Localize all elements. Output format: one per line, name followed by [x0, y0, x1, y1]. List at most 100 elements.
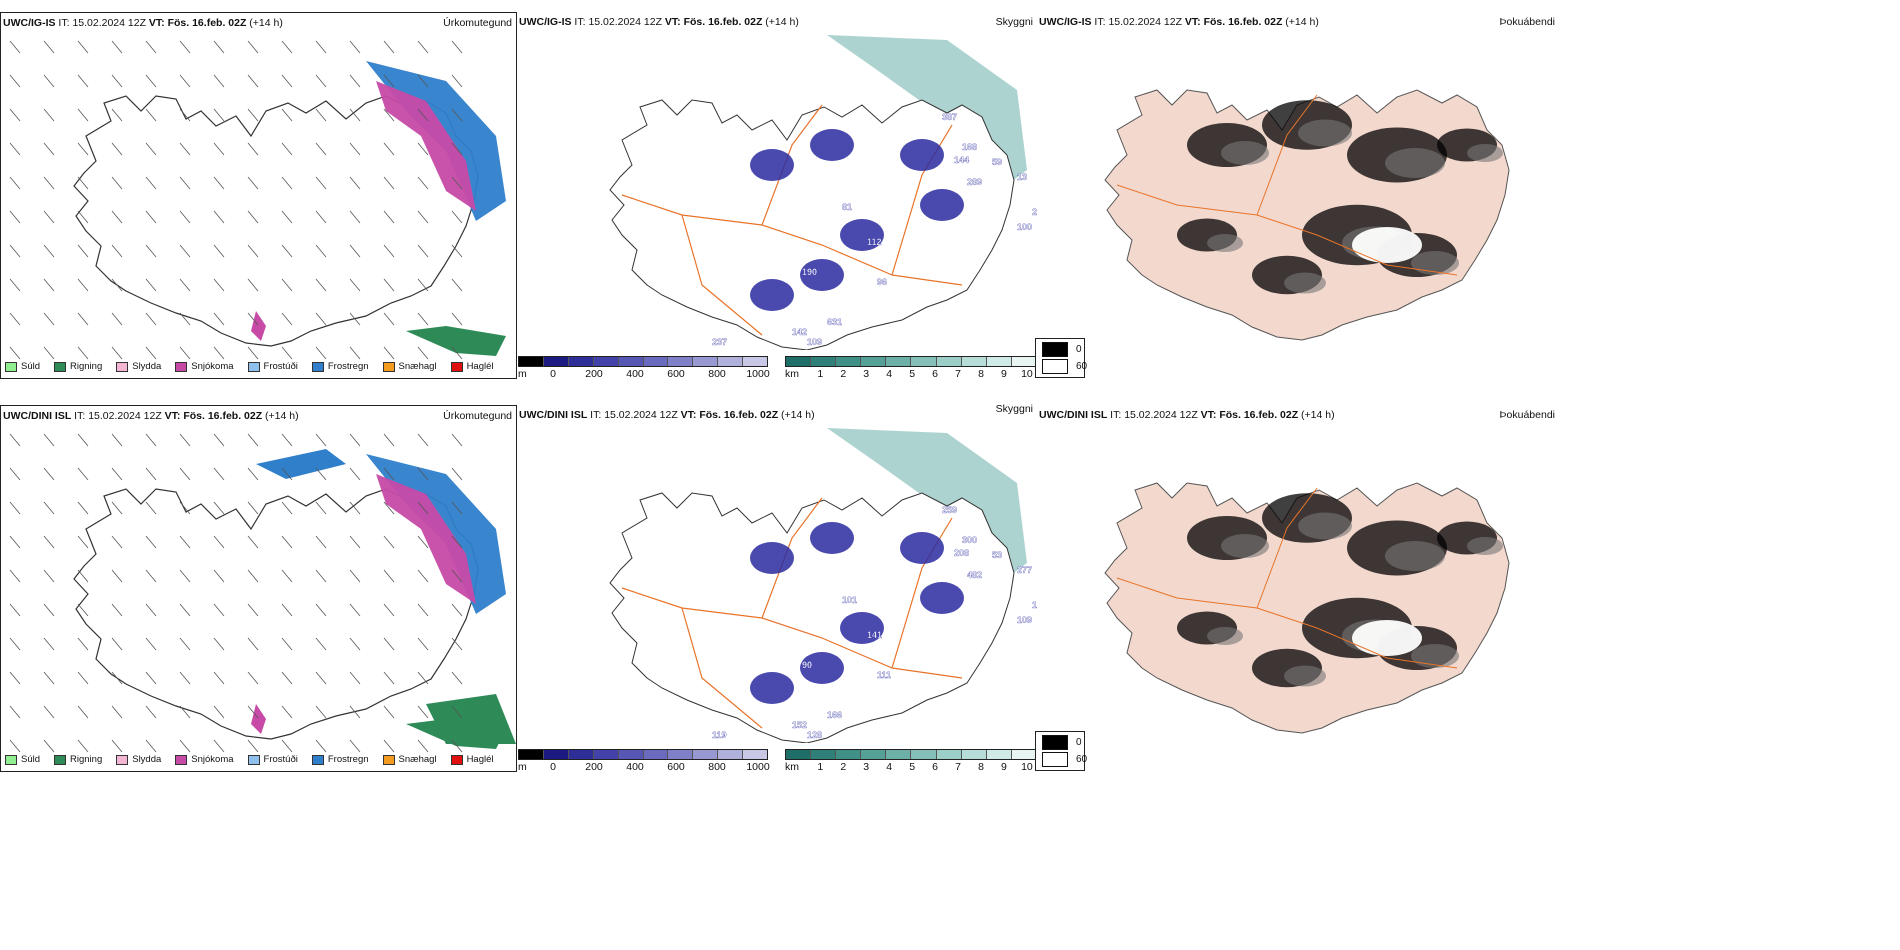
- legend-item: Frostúði: [247, 361, 298, 372]
- legend-label: Snjókoma: [191, 361, 234, 372]
- legend-label: Rigning: [70, 361, 103, 372]
- visibility-value-label: 112: [867, 237, 882, 247]
- visibility-value-label: 111: [877, 670, 891, 680]
- iceland-outline: [73, 95, 479, 347]
- legend-swatch: [175, 361, 188, 372]
- colorbar-tick: 1000: [746, 368, 770, 380]
- visibility-value-label: 59: [992, 157, 1002, 167]
- visibility-value-label: 128: [807, 730, 822, 740]
- colorbar-tick: 400: [626, 368, 644, 380]
- colorbar-tick: 200: [585, 761, 603, 773]
- cloud-map: 259 300 208 53 482 277 192 101 109 141 90 111 166 128…: [609, 428, 1037, 743]
- precip-legend: Súld Rigning Slydda Snjókoma Frostúði Frostre…: [5, 361, 494, 372]
- legend-item: Snæhagl: [382, 754, 437, 765]
- colorbar-tick: 10: [1021, 368, 1033, 380]
- legend-swatch: [116, 361, 129, 372]
- visibility-value-label: 53: [992, 550, 1002, 560]
- legend-swatch: [247, 361, 260, 372]
- legend-swatch: [54, 361, 67, 372]
- legend-swatch: [175, 754, 188, 765]
- precip-map: [9, 433, 516, 753]
- visibility-value-label: 289: [967, 177, 982, 187]
- cloudbase-colorbar: m 0 200 400 600 800 1000: [518, 749, 770, 773]
- legend-label: Haglél: [466, 361, 494, 372]
- legend-item: Frostúði: [247, 754, 298, 765]
- panel-title: Þokuábendi: [1499, 409, 1555, 421]
- fog-panel-row2: UWC/DINI ISL IT: 15.02.2024 12Z VT: Fös.…: [1037, 405, 1557, 772]
- panel-header: UWC/DINI ISL IT: 15.02.2024 12Z VT: Fös.…: [519, 409, 815, 421]
- visibility-value-label: 142: [792, 327, 807, 337]
- colorbar-tick: 2: [840, 761, 847, 773]
- visibility-value-label: 152: [792, 720, 807, 730]
- legend-swatch: [450, 754, 463, 765]
- panel-title: Úrkomutegund: [443, 410, 512, 422]
- legend-item: Súld: [5, 361, 40, 372]
- cloud-map: 387 168 144 59 289 13 255 81 100 112 190 96 631 109 23…: [609, 35, 1037, 350]
- colorbar-tick: 1: [817, 368, 824, 380]
- legend-item: Frostregn: [311, 754, 369, 765]
- panel-header: UWC/IG-IS IT: 15.02.2024 12Z VT: Fös. 16…: [3, 17, 283, 29]
- panel-header: UWC/IG-IS IT: 15.02.2024 12Z VT: Fös. 16…: [519, 16, 799, 28]
- legend-label: Rigning: [70, 754, 103, 765]
- colorbar-tick: 9: [1001, 368, 1007, 380]
- visibility-value-label: 109: [807, 337, 822, 347]
- legend-item: Slydda: [116, 754, 161, 765]
- legend-item: Súld: [5, 754, 40, 765]
- legend-swatch: [382, 754, 395, 765]
- legend-label: Frostregn: [327, 754, 369, 765]
- visibility-value-label: 101: [842, 595, 857, 605]
- colorbar-tick: 600: [667, 368, 685, 380]
- panel-header: UWC/DINI ISL IT: 15.02.2024 12Z VT: Fös.…: [3, 410, 299, 422]
- colorbar-tick: 400: [626, 761, 644, 773]
- visibility-value-label: 300: [962, 535, 977, 545]
- fog-legend: 0 60: [1035, 338, 1087, 378]
- legend-swatch: [247, 754, 260, 765]
- colorbar-unit: m: [518, 761, 527, 773]
- legend-item: Rigning: [54, 361, 102, 372]
- fog-legend: 0 60: [1035, 731, 1087, 771]
- legend-item: Snjókoma: [175, 361, 234, 372]
- legend-label: Snjókoma: [191, 754, 234, 765]
- colorbar-tick: 0: [550, 368, 556, 380]
- cloud-panel-row2: UWC/DINI ISL IT: 15.02.2024 12Z VT: Fös.…: [517, 403, 1037, 773]
- visibility-value-label: 277: [1017, 565, 1032, 575]
- visibility-value-label: 100: [1017, 222, 1032, 232]
- legend-swatch: [116, 754, 129, 765]
- colorbar-tick: 200: [585, 368, 603, 380]
- legend-swatch: [5, 754, 17, 765]
- visibility-value-label: 166: [827, 710, 842, 720]
- colorbar-tick: 7: [955, 761, 961, 773]
- legend-item: Slydda: [116, 361, 161, 372]
- visibility-value-label: 81: [842, 202, 852, 212]
- fog-map: [1104, 482, 1510, 734]
- legend-label: Súld: [21, 754, 41, 765]
- legend-swatch: [382, 361, 395, 372]
- visibility-value-label: 192: [1032, 600, 1037, 610]
- colorbar-tick: 0: [550, 761, 556, 773]
- cloudbase-colorbar: m 0 200 400 600 800 1000: [518, 356, 770, 380]
- visibility-value-label: 109: [1017, 615, 1032, 625]
- legend-item: Frostregn: [311, 361, 369, 372]
- colorbar-tick: 2: [840, 368, 847, 380]
- visibility-value-label: 168: [962, 142, 977, 152]
- colorbar-tick: 800: [708, 761, 726, 773]
- colorbar-tick: 8: [978, 368, 984, 380]
- visibility-value-label: 482: [967, 570, 982, 580]
- visibility-value-label: 119: [712, 730, 727, 740]
- panel-header: UWC/IG-IS IT: 15.02.2024 12Z VT: Fös. 16…: [1039, 16, 1319, 28]
- colorbar-tick: 4: [886, 368, 893, 380]
- cloud-panel-row1: UWC/IG-IS IT: 15.02.2024 12Z VT: Fös. 16…: [517, 12, 1037, 380]
- fog-panel-row1: UWC/IG-IS IT: 15.02.2024 12Z VT: Fös. 16…: [1037, 12, 1557, 379]
- colorbar-tick: 3: [863, 368, 870, 380]
- colorbar-tick: 5: [909, 761, 916, 773]
- panel-title: Skyggni: [995, 16, 1033, 28]
- panel-title: Úrkomutegund: [443, 17, 512, 29]
- legend-item: Haglél: [450, 361, 494, 372]
- legend-item: Snæhagl: [382, 361, 437, 372]
- colorbar-tick: 8: [978, 761, 984, 773]
- colorbar-tick: 1000: [746, 761, 770, 773]
- legend-label: Frostregn: [327, 361, 369, 372]
- visibility-colorbar: km 1 2 3 4 5 6 7 8 9 10: [785, 356, 1037, 380]
- visibility-colorbar: km 1 2 3 4 5 6 7 8 9 10: [785, 749, 1037, 773]
- precip-legend: Súld Rigning Slydda Snjókoma Frostúði Frostre…: [5, 754, 494, 765]
